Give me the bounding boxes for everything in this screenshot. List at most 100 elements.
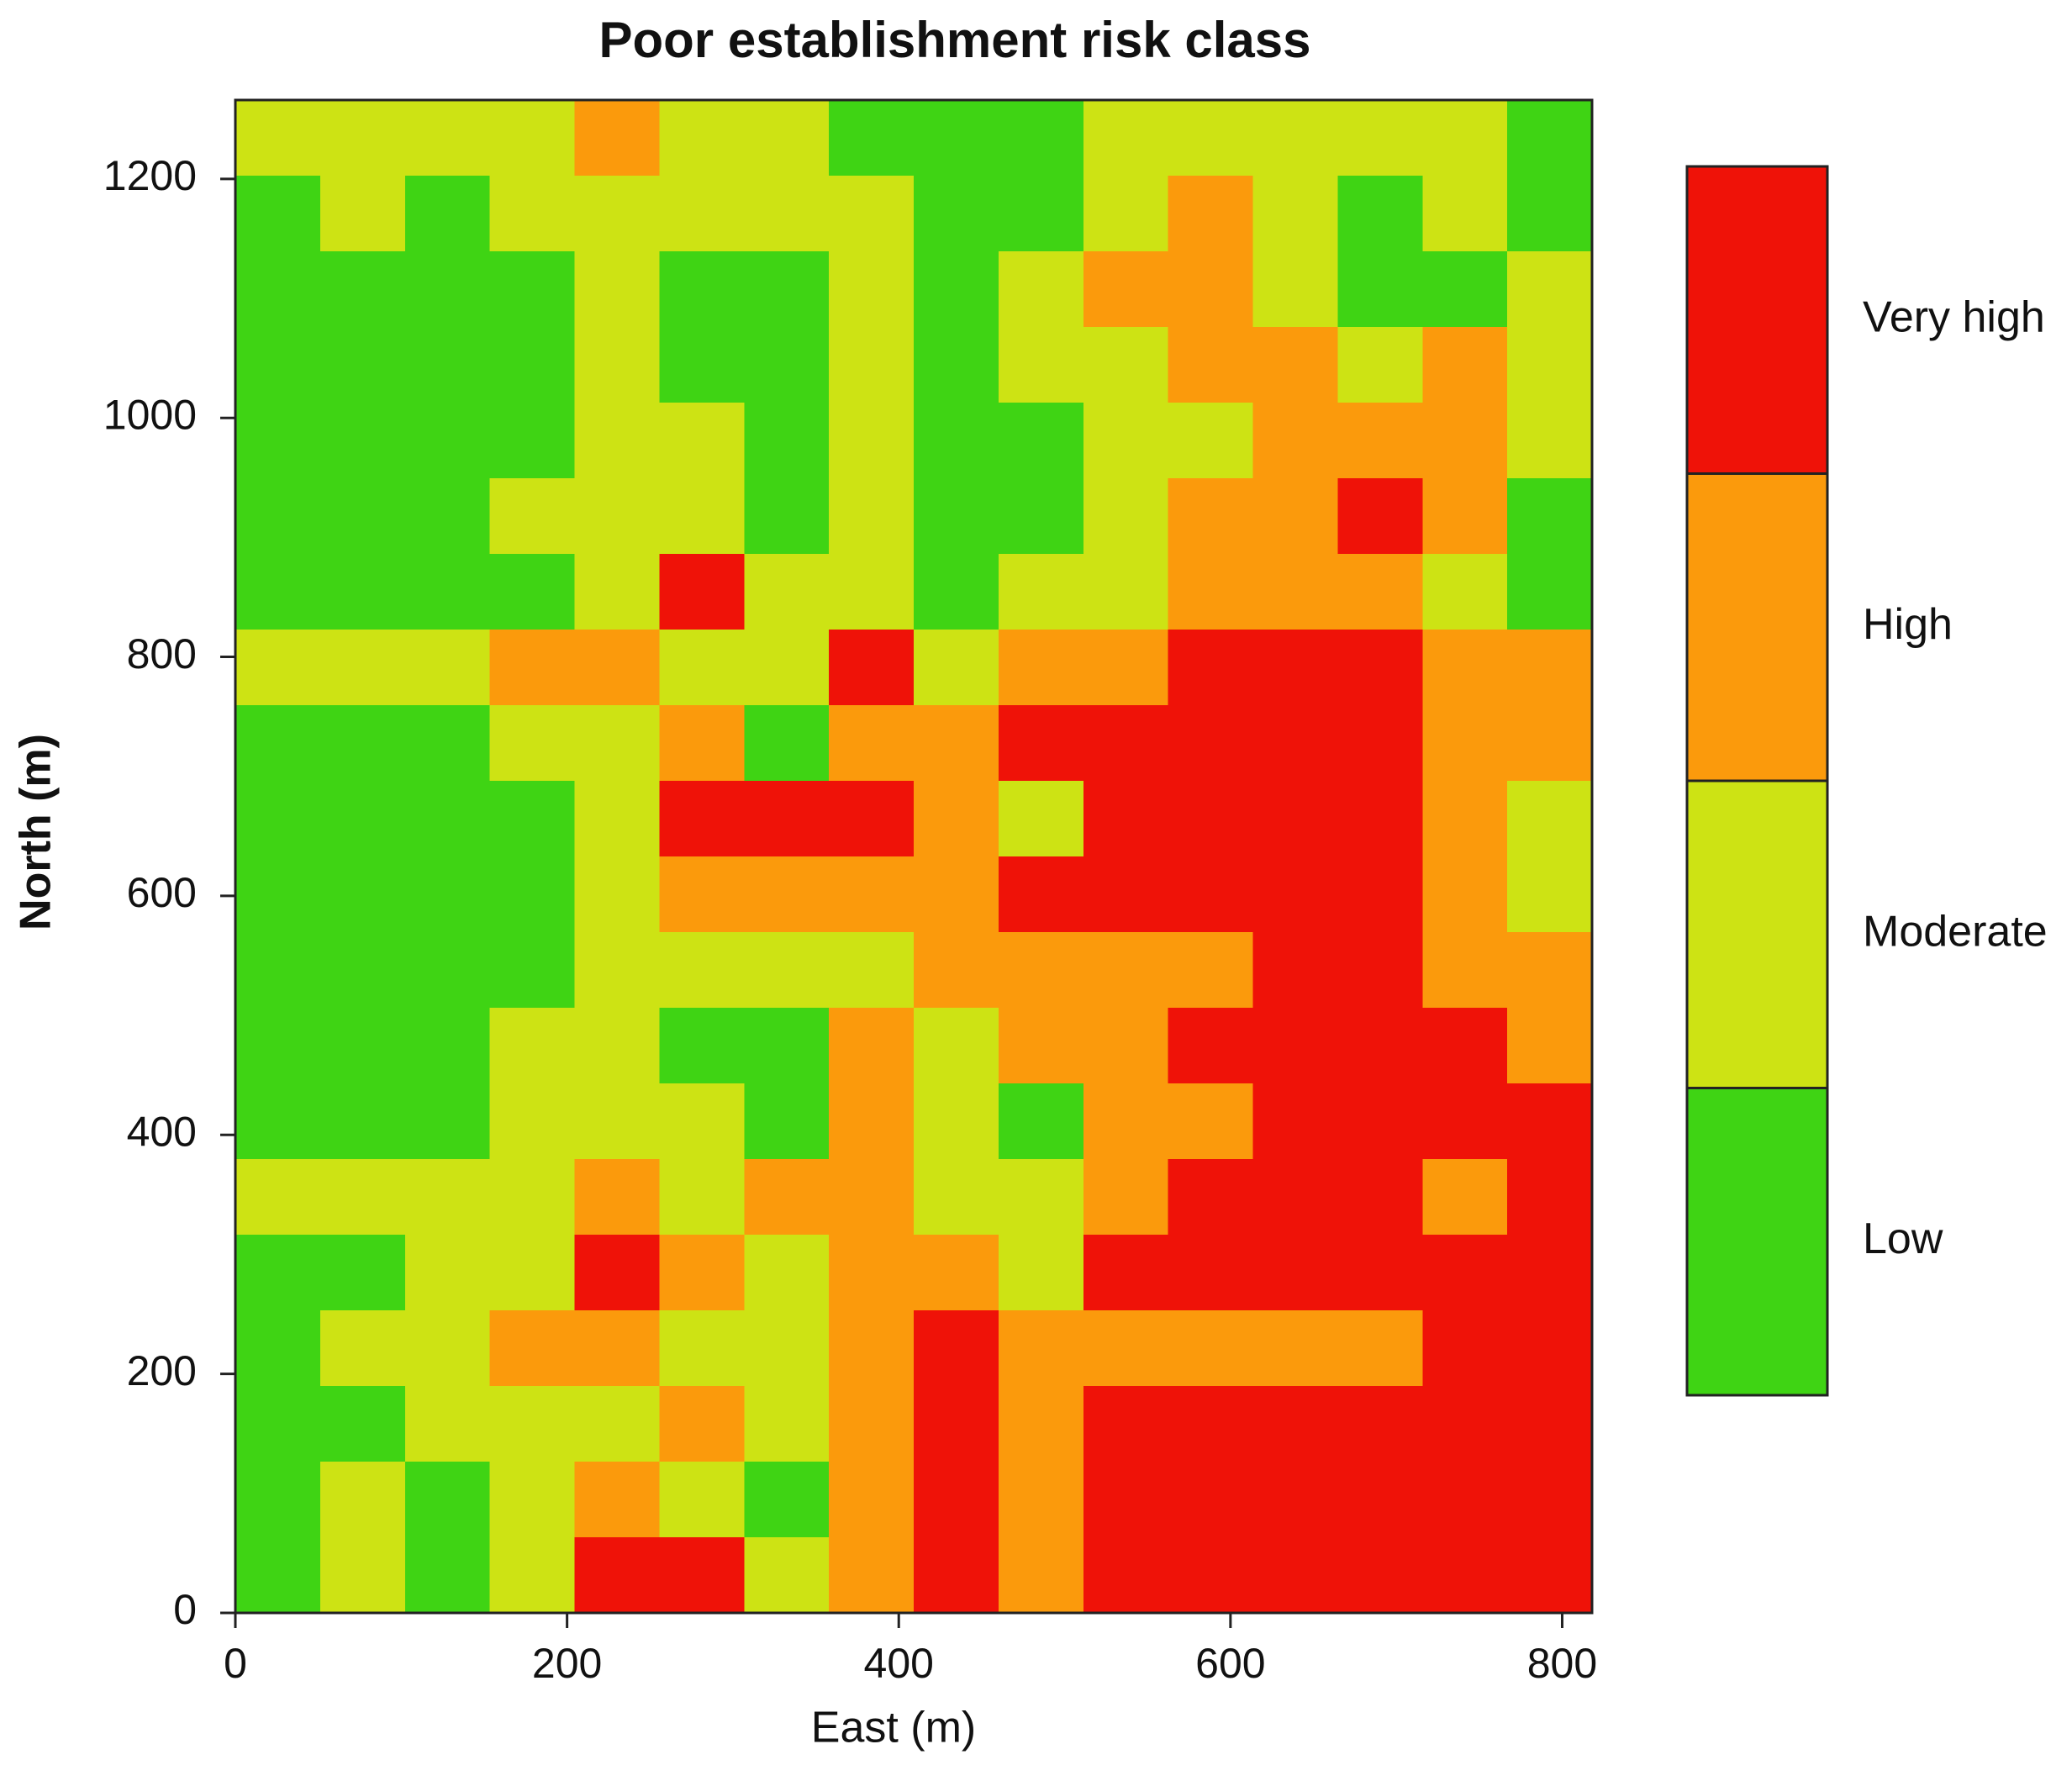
raster-cell: [1168, 251, 1254, 328]
raster-cell: [404, 1083, 491, 1160]
raster-cell: [1507, 176, 1593, 252]
raster-cell: [489, 1008, 576, 1084]
raster-cell: [998, 1310, 1084, 1387]
raster-cell: [1337, 781, 1423, 857]
raster-cell: [235, 176, 321, 252]
raster-cell: [998, 932, 1084, 1009]
raster-cell: [1083, 781, 1169, 857]
raster-cell: [659, 478, 745, 555]
raster-cell: [914, 932, 999, 1009]
raster-cell: [1168, 100, 1254, 177]
raster-cell: [235, 1386, 321, 1462]
raster-cell: [659, 251, 745, 328]
raster-cell: [1507, 1310, 1593, 1387]
raster-cell: [1168, 856, 1254, 933]
raster-cell: [829, 1310, 915, 1387]
raster-cell: [998, 630, 1084, 706]
raster-cell: [235, 705, 321, 782]
legend-swatch: [1685, 1087, 1829, 1397]
raster-cell: [829, 1386, 915, 1462]
raster-cell: [574, 478, 660, 555]
raster-cell: [404, 705, 491, 782]
raster-cell: [489, 705, 576, 782]
raster-cell: [1168, 1462, 1254, 1538]
raster-cell: [1252, 176, 1338, 252]
raster-cell: [1422, 554, 1508, 630]
raster-cell: [744, 1386, 830, 1462]
raster-cell: [1337, 1083, 1423, 1160]
raster-cell: [1507, 1083, 1593, 1160]
raster-cell: [1422, 630, 1508, 706]
raster-cell: [574, 856, 660, 933]
raster-cell: [235, 403, 321, 479]
raster-cell: [1168, 1159, 1254, 1236]
raster-cell: [1252, 932, 1338, 1009]
raster-cell: [659, 1386, 745, 1462]
raster-cell: [1507, 1537, 1593, 1614]
raster-cell: [998, 781, 1084, 857]
raster-cell: [659, 856, 745, 933]
raster-cell: [744, 327, 830, 403]
raster-cell: [319, 1310, 406, 1387]
raster-cell: [574, 932, 660, 1009]
raster-cell: [998, 403, 1084, 479]
raster-cell: [1337, 100, 1423, 177]
raster-cell: [489, 781, 576, 857]
raster-cell: [1337, 1008, 1423, 1084]
raster-cell: [829, 1083, 915, 1160]
raster-cell: [744, 100, 830, 177]
y-tick-label: 1200: [103, 152, 197, 199]
y-tick-label: 600: [127, 869, 197, 916]
raster-cell: [998, 1159, 1084, 1236]
raster-cell: [998, 554, 1084, 630]
raster-cell: [998, 1235, 1084, 1311]
raster-cell: [914, 630, 999, 706]
raster-cell: [574, 176, 660, 252]
raster-cell: [659, 100, 745, 177]
raster-cell: [829, 251, 915, 328]
raster-cell: [659, 1083, 745, 1160]
raster-cell: [1507, 478, 1593, 555]
raster-cell: [319, 251, 406, 328]
raster-cell: [1422, 176, 1508, 252]
raster-cell: [319, 856, 406, 933]
raster-cell: [235, 630, 321, 706]
raster-cell: [319, 100, 406, 177]
x-tick-label: 800: [1527, 1640, 1597, 1687]
raster-cell: [319, 1386, 406, 1462]
raster-cell: [404, 251, 491, 328]
raster-cell: [1083, 856, 1169, 933]
raster-cell: [1168, 403, 1254, 479]
raster-cell: [744, 1235, 830, 1311]
raster-cell: [404, 1008, 491, 1084]
raster-cell: [659, 176, 745, 252]
raster-cell: [829, 630, 915, 706]
raster-cell: [914, 100, 999, 177]
raster-cell: [1507, 403, 1593, 479]
raster-cell: [319, 1235, 406, 1311]
raster-cell: [998, 251, 1084, 328]
raster-cell: [1252, 327, 1338, 403]
raster-cell: [404, 1310, 491, 1387]
raster-cell: [1083, 1235, 1169, 1311]
raster-cell: [744, 403, 830, 479]
legend-label: High: [1863, 600, 1953, 649]
raster-cell: [319, 781, 406, 857]
raster-cell: [829, 478, 915, 555]
raster-cell: [1507, 630, 1593, 706]
raster-cell: [574, 1235, 660, 1311]
raster-cell: [1252, 1537, 1338, 1614]
raster-cell: [1252, 1462, 1338, 1538]
raster-cell: [1083, 1462, 1169, 1538]
raster-cell: [829, 856, 915, 933]
raster-cell: [1337, 1310, 1423, 1387]
raster-cell: [1168, 781, 1254, 857]
raster-cell: [914, 1235, 999, 1311]
raster-cell: [1507, 1008, 1593, 1084]
raster-cell: [574, 705, 660, 782]
raster-cell: [574, 100, 660, 177]
raster-cell: [404, 403, 491, 479]
raster-cell: [574, 1310, 660, 1387]
raster-cell: [829, 1008, 915, 1084]
raster-cell: [998, 176, 1084, 252]
